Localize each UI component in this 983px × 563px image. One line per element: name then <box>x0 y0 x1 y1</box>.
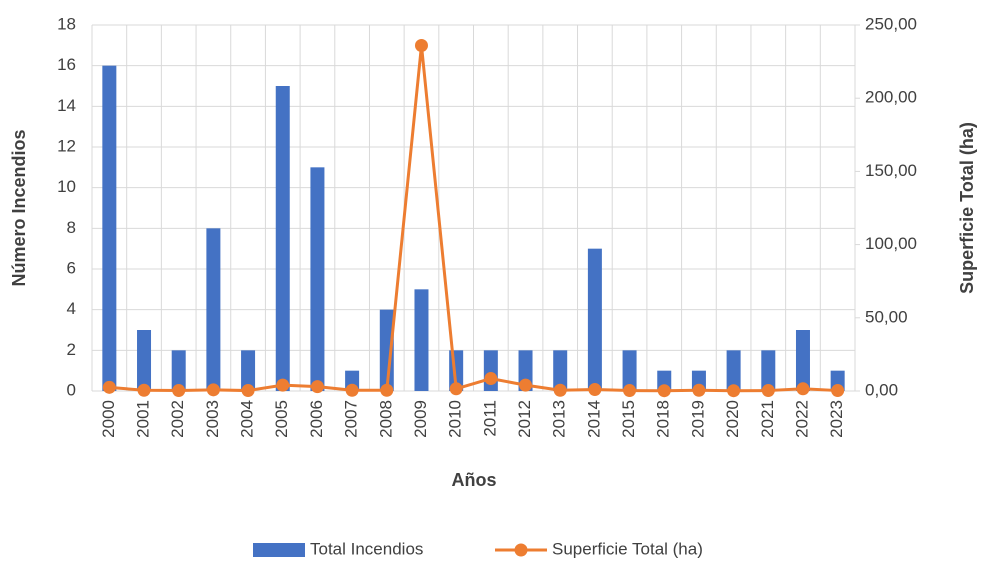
y-tick-label: 4 <box>67 299 76 318</box>
x-tick-label: 2006 <box>307 400 326 438</box>
x-tick-label: 2014 <box>584 400 603 438</box>
line-marker <box>276 378 290 392</box>
x-tick-label: 2011 <box>480 400 499 437</box>
y-tick-label: 16 <box>57 55 76 74</box>
line-marker <box>553 383 567 397</box>
bar <box>761 350 776 391</box>
line-marker <box>310 380 324 394</box>
line-marker <box>484 372 498 386</box>
y-tick-label: 2 <box>67 340 76 359</box>
x-tick-label: 2010 <box>446 400 465 438</box>
bar <box>414 289 429 391</box>
y2-axis-title: Superficie Total (ha) <box>957 122 977 294</box>
line-marker <box>796 382 810 396</box>
y-tick-label: 0 <box>67 380 76 399</box>
x-tick-label: 2020 <box>723 400 742 438</box>
line-marker <box>623 384 637 398</box>
y-tick-label: 10 <box>57 177 76 196</box>
y-axis-title: Número Incendios <box>9 129 29 286</box>
legend-label: Superficie Total (ha) <box>552 539 703 558</box>
line-marker <box>831 384 845 398</box>
x-tick-label: 2009 <box>411 400 430 438</box>
y2-tick-label: 200,00 <box>865 88 917 107</box>
bar <box>587 248 602 391</box>
bar <box>553 350 568 391</box>
x-tick-label: 2003 <box>203 400 222 438</box>
x-tick-label: 2007 <box>342 400 361 438</box>
line-marker <box>345 383 359 397</box>
bar <box>726 350 741 391</box>
legend: Total Incendios Superficie Total (ha) <box>253 539 703 558</box>
x-tick-label: 2015 <box>619 400 638 438</box>
x-tick-label: 2012 <box>515 400 534 438</box>
bar <box>206 228 221 391</box>
bar <box>171 350 186 391</box>
line-marker <box>172 384 186 398</box>
line-marker <box>241 384 255 398</box>
line-marker <box>761 384 775 398</box>
y-tick-label: 8 <box>67 218 76 237</box>
bar <box>622 350 637 391</box>
bar <box>795 330 810 391</box>
line-marker <box>727 384 741 398</box>
x-tick-label: 2019 <box>688 400 707 438</box>
y2-tick-label: 250,00 <box>865 14 917 33</box>
bar <box>102 65 117 392</box>
x-tick-label: 2018 <box>654 400 673 438</box>
legend-swatch <box>253 543 305 557</box>
x-tick-label: 2013 <box>550 400 569 438</box>
line-marker <box>657 384 671 398</box>
bar <box>275 86 290 391</box>
y2-tick-label: 0,00 <box>865 380 898 399</box>
line-marker <box>449 382 463 396</box>
legend-label: Total Incendios <box>310 539 423 558</box>
y-tick-label: 6 <box>67 258 76 277</box>
x-tick-label: 2000 <box>99 400 118 438</box>
line-marker <box>692 383 706 397</box>
x-tick-label: 2023 <box>827 400 846 438</box>
x-tick-label: 2022 <box>792 400 811 438</box>
y2-tick-label: 50,00 <box>865 307 908 326</box>
line-marker <box>102 380 116 394</box>
bar <box>310 167 325 391</box>
x-tick-label: 2002 <box>168 400 187 438</box>
y-tick-label: 18 <box>57 14 76 33</box>
x-tick-label: 2005 <box>272 400 291 438</box>
line-marker <box>206 383 220 397</box>
x-tick-label: 2001 <box>134 400 153 438</box>
line-marker <box>414 38 428 52</box>
x-tick-label: 2004 <box>238 400 257 438</box>
bar <box>137 330 152 391</box>
line-marker <box>137 383 151 397</box>
line-marker <box>380 383 394 397</box>
line <box>109 45 838 393</box>
line-marker <box>519 378 533 392</box>
y-tick-label: 14 <box>57 96 76 115</box>
y-tick-label: 12 <box>57 136 76 155</box>
bar <box>379 309 394 391</box>
x-tick-label: 2021 <box>758 400 777 438</box>
bar <box>241 350 256 391</box>
x-tick-label: 2008 <box>376 400 395 438</box>
line-marker <box>588 383 602 397</box>
y2-tick-label: 150,00 <box>865 161 917 180</box>
y2-tick-label: 100,00 <box>865 234 917 253</box>
legend-marker <box>514 543 528 557</box>
x-axis-title: Años <box>452 470 497 490</box>
